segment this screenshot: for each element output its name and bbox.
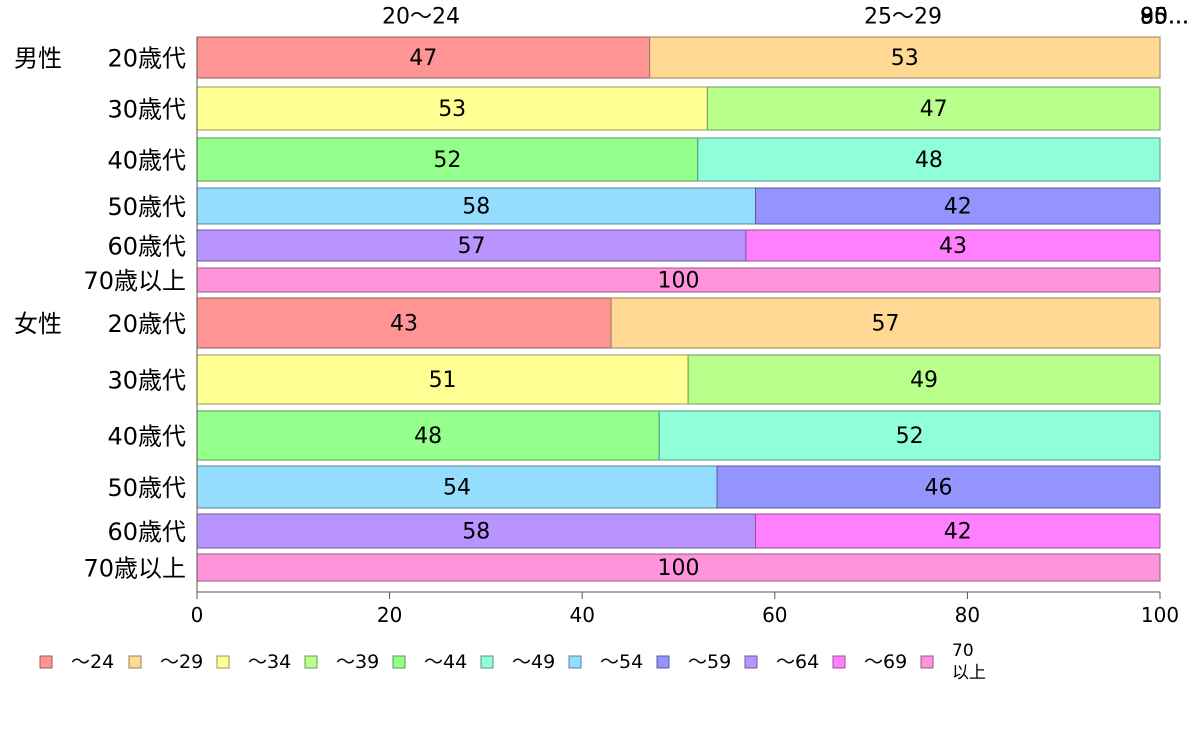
row-label: 40歳代 xyxy=(107,147,186,175)
bar-value-label: 47 xyxy=(409,46,437,71)
row-label: 60歳代 xyxy=(107,518,186,546)
legend-swatch xyxy=(128,655,142,669)
bar-value-label: 100 xyxy=(658,556,700,581)
bar-value-label: 48 xyxy=(915,148,943,173)
bar-value-label: 58 xyxy=(462,195,490,220)
legend-label: 〜44 xyxy=(424,651,467,673)
bar-segment xyxy=(196,465,718,509)
legend-label: 〜59 xyxy=(688,651,731,673)
row-label: 30歳代 xyxy=(107,367,186,395)
top-segment-label-overlap: 85... xyxy=(1140,5,1188,30)
bar-value-label: 49 xyxy=(910,368,938,393)
row-label: 20歳代 xyxy=(107,45,186,73)
row-label: 30歳代 xyxy=(107,96,186,124)
top-segment-label: 20〜24 xyxy=(382,5,460,30)
bar-value-label: 52 xyxy=(896,424,924,449)
x-tick-label: 80 xyxy=(955,603,980,627)
legend-label: 〜34 xyxy=(248,651,291,673)
top-segment-label-overlap: 80... xyxy=(1140,5,1188,30)
bar-value-label: 43 xyxy=(390,312,418,337)
bar-value-label: 57 xyxy=(872,312,900,337)
bar-segment xyxy=(196,137,699,182)
bar-value-label: 43 xyxy=(939,234,967,259)
row-label: 40歳代 xyxy=(107,423,186,451)
legend-swatch xyxy=(304,655,318,669)
bar-value-label: 47 xyxy=(920,97,948,122)
legend-label: 70 xyxy=(952,641,974,661)
bar-value-label: 100 xyxy=(658,269,700,294)
bar-segment xyxy=(196,187,757,225)
legend-label: 〜24 xyxy=(71,651,114,673)
bar-segment xyxy=(196,354,689,405)
legend-label: 〜69 xyxy=(864,651,907,673)
bar-segment xyxy=(196,86,708,131)
x-tick-label: 0 xyxy=(191,603,204,627)
bar-value-label: 52 xyxy=(433,148,461,173)
bar-segment xyxy=(706,86,1161,131)
x-tick-label: 40 xyxy=(569,603,594,627)
row-label: 50歳代 xyxy=(107,193,186,221)
bar-value-label: 58 xyxy=(462,520,490,545)
legend-swatch xyxy=(216,655,230,669)
bar-segment xyxy=(196,410,660,461)
bar-value-label: 51 xyxy=(429,368,457,393)
bar-segment xyxy=(755,187,1161,225)
bar-segment xyxy=(610,297,1161,349)
x-tick-label: 100 xyxy=(1141,603,1179,627)
group-label: 女性 xyxy=(14,310,62,338)
legend-swatch xyxy=(920,655,934,669)
legend-swatch xyxy=(744,655,758,669)
legend-swatch xyxy=(39,655,53,669)
legend-label: 〜39 xyxy=(336,651,379,673)
x-tick-label: 60 xyxy=(762,603,787,627)
x-tick-label: 20 xyxy=(377,603,402,627)
bar-segment xyxy=(649,36,1161,79)
legend-swatch xyxy=(568,655,582,669)
bar-segment xyxy=(658,410,1161,461)
bar-segment xyxy=(745,229,1161,262)
row-label: 60歳代 xyxy=(107,233,186,261)
group-label: 男性 xyxy=(14,45,62,73)
row-label: 70歳以上 xyxy=(83,555,186,583)
bar-value-label: 46 xyxy=(925,476,953,501)
bar-segment xyxy=(716,465,1161,509)
top-segment-label-overlap: 95... xyxy=(1140,5,1188,30)
bar-segment xyxy=(687,354,1161,405)
bar-value-label: 42 xyxy=(944,195,972,220)
legend-swatch xyxy=(656,655,670,669)
legend-label: 〜29 xyxy=(160,651,203,673)
top-segment-label-overlap: 90... xyxy=(1140,5,1188,30)
bar-value-label: 54 xyxy=(443,476,471,501)
legend-swatch xyxy=(832,655,846,669)
legend-label: 以上 xyxy=(952,663,986,683)
top-segment-label: 25〜29 xyxy=(864,5,942,30)
legend-label: 〜54 xyxy=(600,651,643,673)
bar-segment xyxy=(755,513,1161,549)
legend-label: 〜49 xyxy=(512,651,555,673)
bar-segment xyxy=(697,137,1161,182)
bar-value-label: 57 xyxy=(457,234,485,259)
bar-value-label: 48 xyxy=(414,424,442,449)
row-label: 70歳以上 xyxy=(83,267,186,295)
legend-swatch xyxy=(392,655,406,669)
legend-label: 〜64 xyxy=(776,651,819,673)
bar-value-label: 53 xyxy=(891,46,919,71)
row-label: 20歳代 xyxy=(107,310,186,338)
legend-swatch xyxy=(480,655,494,669)
bar-value-label: 53 xyxy=(438,97,466,122)
row-label: 50歳代 xyxy=(107,474,186,502)
bar-value-label: 42 xyxy=(944,520,972,545)
bar-segment xyxy=(196,267,1161,293)
